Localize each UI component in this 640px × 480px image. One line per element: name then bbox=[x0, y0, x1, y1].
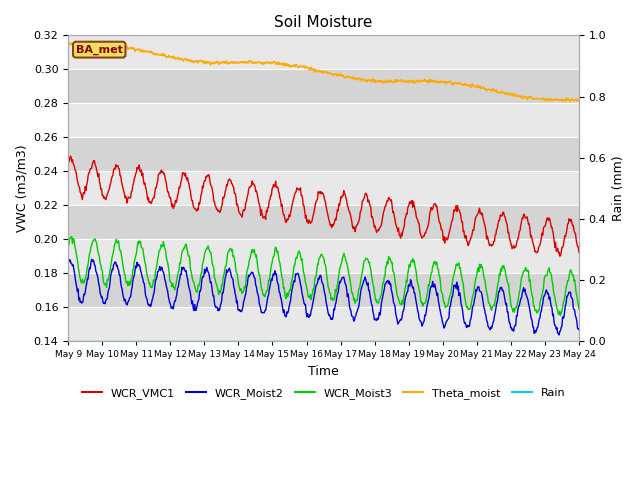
Y-axis label: VWC (m3/m3): VWC (m3/m3) bbox=[15, 144, 28, 232]
X-axis label: Time: Time bbox=[308, 365, 339, 378]
Legend: WCR_VMC1, WCR_Moist2, WCR_Moist3, Theta_moist, Rain: WCR_VMC1, WCR_Moist2, WCR_Moist3, Theta_… bbox=[77, 383, 570, 403]
Bar bbox=[68, 239, 579, 273]
Title: Soil Moisture: Soil Moisture bbox=[275, 15, 372, 30]
Bar bbox=[68, 36, 579, 69]
Bar bbox=[68, 205, 579, 239]
Bar bbox=[68, 307, 579, 341]
Bar bbox=[68, 137, 579, 171]
Bar bbox=[68, 103, 579, 137]
Bar bbox=[68, 171, 579, 205]
Y-axis label: Rain (mm): Rain (mm) bbox=[612, 156, 625, 221]
Bar bbox=[68, 69, 579, 103]
Bar bbox=[68, 273, 579, 307]
Text: BA_met: BA_met bbox=[76, 45, 123, 55]
